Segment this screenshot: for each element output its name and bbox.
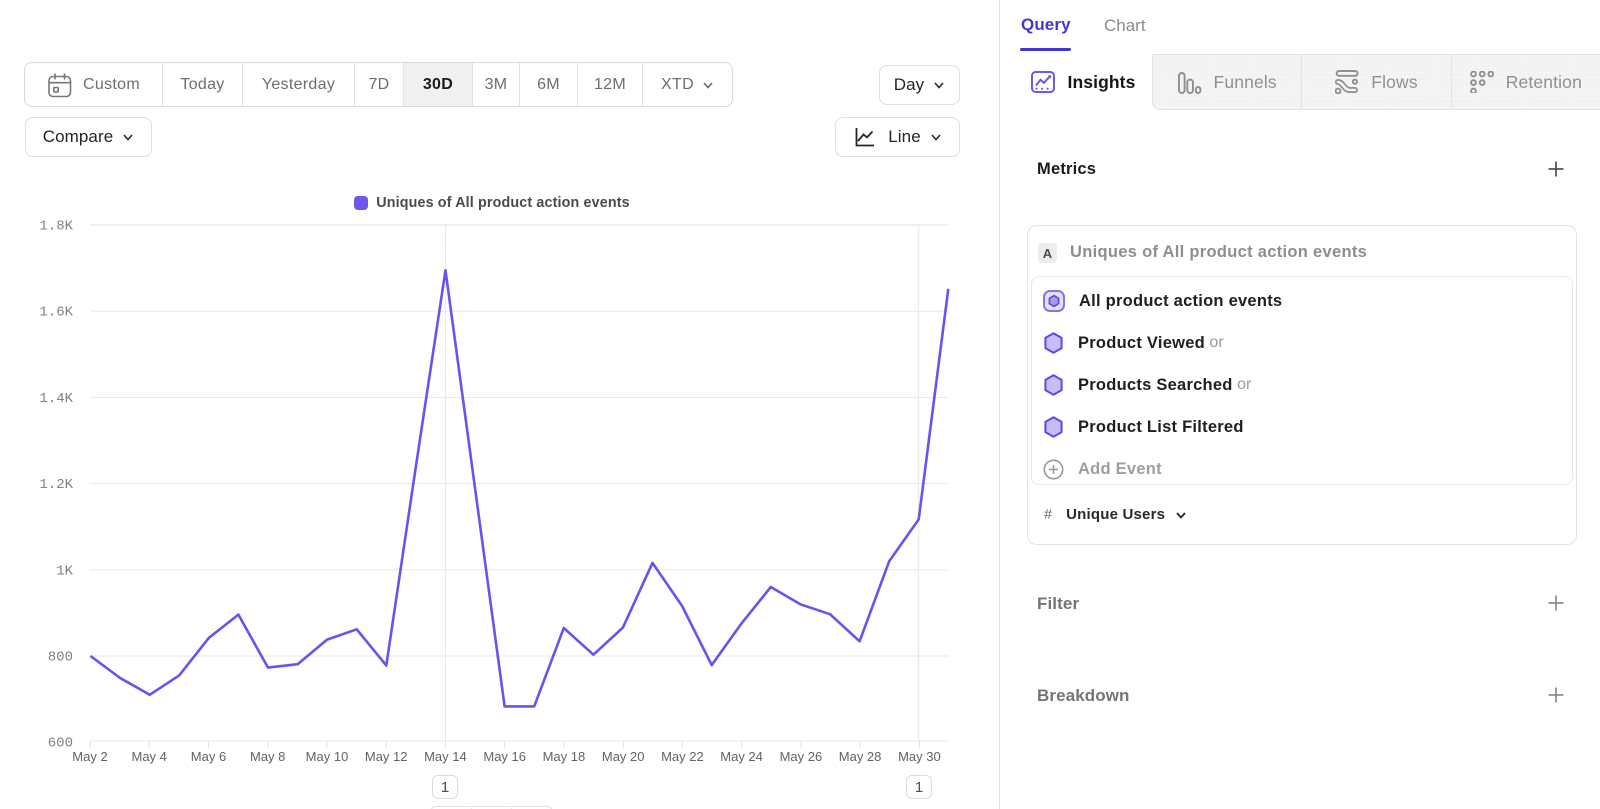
svg-text:May 24: May 24 — [720, 749, 763, 764]
svg-text:1.4K: 1.4K — [39, 391, 73, 407]
svg-text:May 22: May 22 — [661, 749, 704, 764]
svg-text:800: 800 — [48, 650, 73, 666]
svg-text:May 10: May 10 — [306, 749, 349, 764]
svg-text:May 26: May 26 — [780, 749, 823, 764]
svg-text:May 12: May 12 — [365, 749, 408, 764]
svg-text:1.6K: 1.6K — [39, 305, 73, 321]
svg-text:May 28: May 28 — [839, 749, 882, 764]
svg-text:May 18: May 18 — [543, 749, 586, 764]
svg-text:May 6: May 6 — [191, 749, 226, 764]
svg-text:1.8K: 1.8K — [39, 219, 73, 235]
svg-text:May 2: May 2 — [72, 749, 107, 764]
svg-text:600: 600 — [48, 736, 73, 752]
svg-text:May 4: May 4 — [131, 749, 166, 764]
svg-text:May 16: May 16 — [483, 749, 526, 764]
svg-text:May 20: May 20 — [602, 749, 645, 764]
svg-text:1.2K: 1.2K — [39, 477, 73, 493]
svg-text:1K: 1K — [56, 563, 73, 579]
svg-text:May 14: May 14 — [424, 749, 467, 764]
svg-text:May 30: May 30 — [898, 749, 941, 764]
svg-text:May 8: May 8 — [250, 749, 285, 764]
